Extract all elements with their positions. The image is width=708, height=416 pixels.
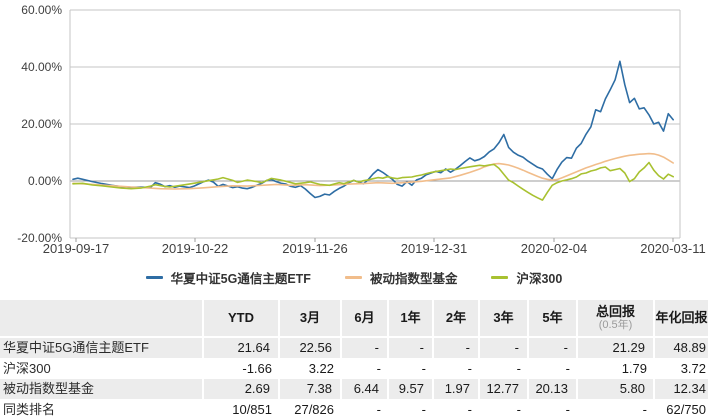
x-axis-label: 2019-09-17 <box>42 241 110 256</box>
table-cell: - <box>434 338 480 359</box>
table-cell: 12.77 <box>480 379 529 400</box>
legend-item-index-funds[interactable]: 被动指数型基金 <box>344 268 458 287</box>
legend-label: 被动指数型基金 <box>369 272 458 286</box>
x-axis-label: 2019-11-26 <box>282 241 348 256</box>
table-header-row: YTD 3月 6月 1年 2年 3年 5年 总回报 (0.5年) 年化回报 <box>0 300 708 338</box>
table-cell: - <box>529 338 578 359</box>
column-header: 3年 <box>480 300 529 338</box>
table-cell: 22.56 <box>280 338 342 359</box>
column-header: 总回报 (0.5年) <box>578 300 655 338</box>
table-cell: 3.22 <box>308 361 334 376</box>
table-row: 沪深300 -1.66 3.22 - - - - - 1.79 3.72 <box>0 359 708 379</box>
table-cell: - <box>421 402 426 416</box>
table-cell: - <box>421 361 426 376</box>
table-cell: - <box>642 402 647 416</box>
x-axis-label: 2020-03-11 <box>640 241 706 256</box>
table-cell: - <box>565 361 570 376</box>
x-axis-label: 2020-02-04 <box>520 241 588 256</box>
returns-table-header: YTD 3月 6月 1年 2年 3年 5年 总回报 (0.5年) 年化回报 <box>0 300 708 338</box>
table-cell: - <box>516 361 521 376</box>
returns-table-container: YTD 3月 6月 1年 2年 3年 5年 总回报 (0.5年) 年化回报 华夏中证5G通信主题E… <box>0 300 708 416</box>
table-cell: - <box>467 361 472 376</box>
chart-gridlines <box>69 9 681 242</box>
row-label: 沪深300 <box>3 361 51 376</box>
column-header: YTD <box>204 300 280 338</box>
table-cell: 1.97 <box>434 379 480 400</box>
table-cell: 5.80 <box>578 379 655 400</box>
x-axis-label: 2019-10-22 <box>161 241 229 256</box>
table-cell: 10/851 <box>232 402 272 416</box>
table-cell: 6.44 <box>342 379 389 400</box>
column-header <box>0 300 204 338</box>
returns-table-body: 华夏中证5G通信主题ETF 21.64 22.56- - - - -21.29 48.89 沪深… <box>0 338 708 416</box>
table-cell: 1.79 <box>621 361 647 376</box>
column-header: 2年 <box>434 300 480 338</box>
table-cell: - <box>376 361 381 376</box>
chart-canvas[interactable] <box>0 0 708 296</box>
table-row: 华夏中证5G通信主题ETF 21.64 22.56- - - - -21.29 48.89 <box>0 338 708 359</box>
column-header: 6月 <box>342 300 389 338</box>
table-cell: 27/826 <box>294 402 334 416</box>
table-cell: 62/750 <box>666 402 706 416</box>
table-cell: 21.64 <box>204 338 280 359</box>
table-cell: 21.29 <box>578 338 655 359</box>
row-label: 同类排名 <box>3 402 56 416</box>
y-axis-label: -20.00% <box>17 231 62 245</box>
column-header: 年化回报 <box>655 300 708 338</box>
y-axis-label: 20.00% <box>21 117 62 131</box>
table-cell: 20.13 <box>529 379 578 400</box>
chart-legend: 华夏中证5G通信主题ETF 被动指数型基金 沪深300 <box>0 268 708 287</box>
performance-chart[interactable]: 60.00% 40.00% 20.00% 0.00% -20.00% 2019-09-1… <box>0 0 708 296</box>
column-header: 5年 <box>529 300 578 338</box>
table-cell: -1.66 <box>242 361 272 376</box>
x-axis-label: 2019-12-31 <box>400 241 468 256</box>
legend-line-swatch-orange <box>344 276 362 279</box>
table-cell: 3.72 <box>680 361 706 376</box>
table-cell: 12.34 <box>655 379 708 400</box>
y-axis-label: 60.00% <box>21 3 62 17</box>
table-cell: - <box>480 338 529 359</box>
table-cell: 2.69 <box>204 379 280 400</box>
legend-item-csi300[interactable]: 沪深300 <box>491 268 562 287</box>
table-cell: - <box>565 402 570 416</box>
table-cell: - <box>376 402 381 416</box>
table-cell: - <box>467 402 472 416</box>
table-cell: - <box>389 338 434 359</box>
row-label: 被动指数型基金 <box>0 379 204 400</box>
returns-table: YTD 3月 6月 1年 2年 3年 5年 总回报 (0.5年) 年化回报 华夏中证5G通信主题E… <box>0 300 708 416</box>
table-cell: 48.89 <box>655 338 708 359</box>
table-cell: 9.57 <box>389 379 434 400</box>
column-header: 1年 <box>389 300 434 338</box>
table-cell: - <box>342 338 389 359</box>
table-cell: 7.38 <box>280 379 342 400</box>
y-axis-label: 40.00% <box>21 60 62 74</box>
chart-series-lines <box>72 60 675 201</box>
table-row: 同类排名 10/851 27/826 - - - - - - 62/750 <box>0 400 708 416</box>
column-header: 3月 <box>280 300 342 338</box>
y-axis-label: 0.00% <box>27 174 62 188</box>
legend-label: 沪深300 <box>516 272 563 286</box>
legend-line-swatch-blue <box>145 276 163 279</box>
row-label: 华夏中证5G通信主题ETF <box>0 338 204 359</box>
legend-line-swatch-green <box>491 276 509 279</box>
table-row: 被动指数型基金 2.69 7.38 6.44 9.57 1.97 12.77 20.13 5.8… <box>0 379 708 400</box>
legend-item-etf[interactable]: 华夏中证5G通信主题ETF <box>145 268 311 287</box>
column-header-subtext: (0.5年) <box>598 319 633 332</box>
legend-label: 华夏中证5G通信主题ETF <box>170 272 311 286</box>
table-cell: - <box>516 402 521 416</box>
